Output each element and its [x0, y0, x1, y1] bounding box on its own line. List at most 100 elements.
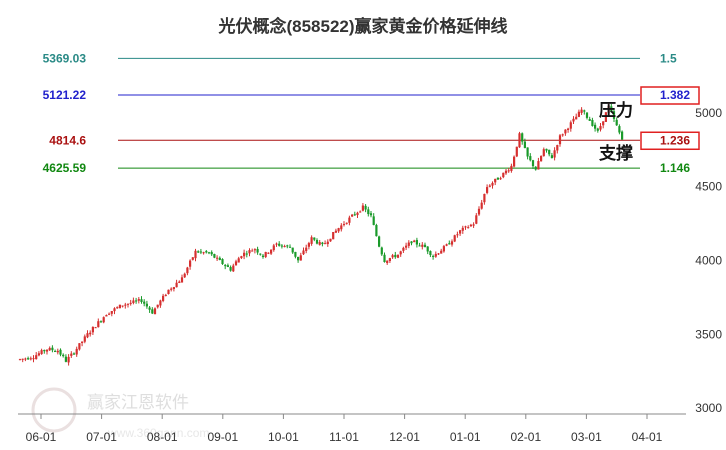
candle-body	[386, 260, 389, 264]
candle-body	[67, 356, 70, 363]
candle-body	[86, 333, 89, 338]
candle-body	[218, 257, 221, 260]
candle-body	[461, 227, 464, 231]
watermark-brand: 赢家江恩软件	[87, 393, 189, 412]
candle-body	[410, 241, 413, 244]
candle-body	[135, 300, 138, 302]
candle-body	[189, 260, 192, 267]
candle-body	[232, 265, 235, 272]
level-ratio-label-1: 1.382	[660, 88, 690, 102]
candle-body	[216, 257, 219, 259]
candle-body	[121, 305, 124, 307]
candle-body	[313, 237, 316, 240]
candle-body	[305, 247, 308, 251]
candle-body	[507, 170, 510, 172]
level-price-label-3: 4625.59	[43, 161, 87, 175]
candle-body	[175, 282, 178, 288]
y-tick-label: 3500	[695, 327, 722, 341]
candle-body	[326, 241, 329, 245]
candle-body	[334, 230, 337, 233]
x-tick-label: 12-01	[389, 430, 420, 444]
candle-body	[207, 252, 211, 254]
candle-body	[280, 245, 283, 247]
y-tick-label: 4500	[695, 180, 722, 194]
candle-body	[118, 304, 121, 309]
candle-body	[413, 240, 416, 243]
candle-body	[550, 155, 553, 159]
candle-body	[162, 295, 165, 301]
candle-body	[515, 146, 518, 157]
candle-body	[415, 239, 418, 245]
candle-body	[172, 287, 175, 290]
candle-body	[402, 247, 405, 251]
candle-body	[45, 349, 49, 352]
candle-body	[353, 214, 356, 216]
candle-body	[440, 250, 443, 254]
candle-body	[56, 350, 59, 353]
candle-body	[432, 255, 435, 257]
candle-body	[124, 304, 127, 306]
candle-body	[129, 302, 132, 304]
candle-body	[237, 258, 240, 263]
candle-body	[205, 251, 208, 253]
candle-body	[275, 243, 278, 245]
candle-body	[399, 251, 402, 255]
candle-body	[612, 111, 616, 119]
candle-body	[256, 248, 259, 253]
candle-body	[272, 245, 275, 251]
candle-body	[221, 259, 224, 265]
candle-body	[545, 148, 548, 151]
candle-body	[558, 135, 562, 145]
candle-body	[64, 356, 67, 362]
candle-body	[224, 265, 227, 267]
candle-body	[199, 251, 202, 253]
level-price-label-0: 5369.03	[43, 51, 87, 65]
candle-body	[394, 254, 397, 258]
candle-body	[596, 128, 599, 131]
watermark-url: www.360gann.com	[107, 426, 209, 440]
callouts: 压力 支撑	[599, 100, 633, 163]
candle-body	[429, 251, 432, 256]
candle-body	[618, 126, 621, 133]
candle-body	[248, 250, 251, 254]
candle-body	[151, 309, 154, 314]
candle-body	[359, 211, 362, 213]
candle-body	[521, 133, 524, 142]
candle-body	[264, 252, 267, 257]
candle-body	[513, 156, 516, 167]
candle-body	[380, 247, 383, 255]
candle-body	[486, 187, 489, 193]
candle-body	[348, 217, 351, 223]
x-tick-label: 01-01	[450, 430, 481, 444]
candle-body	[475, 215, 478, 224]
candle-body	[48, 347, 51, 351]
candle-body	[337, 228, 340, 232]
candle-body	[356, 212, 359, 216]
resistance-label: 压力	[599, 100, 633, 120]
x-tick-label: 03-01	[571, 430, 602, 444]
candle-body	[240, 256, 243, 259]
candle-body	[534, 166, 537, 170]
level-ratio-label-0: 1.5	[660, 51, 677, 65]
candle-body	[229, 267, 232, 271]
candle-body	[213, 253, 216, 258]
candle-body	[62, 354, 65, 357]
candle-body	[369, 213, 373, 216]
candle-body	[315, 239, 319, 244]
candle-body	[567, 128, 570, 130]
candle-body	[442, 246, 445, 252]
candle-body	[183, 273, 186, 278]
candle-body	[607, 105, 610, 114]
candle-body	[375, 225, 378, 237]
candle-body	[459, 230, 462, 234]
candle-body	[54, 351, 57, 353]
candle-body	[448, 243, 451, 245]
candle-body	[351, 214, 354, 217]
candle-body	[588, 119, 591, 121]
candle-body	[97, 321, 100, 328]
candle-body	[602, 121, 605, 126]
candle-body	[102, 317, 105, 323]
candle-body	[202, 252, 205, 254]
level-ratio-box-2	[640, 131, 700, 151]
candle-body	[502, 172, 505, 178]
